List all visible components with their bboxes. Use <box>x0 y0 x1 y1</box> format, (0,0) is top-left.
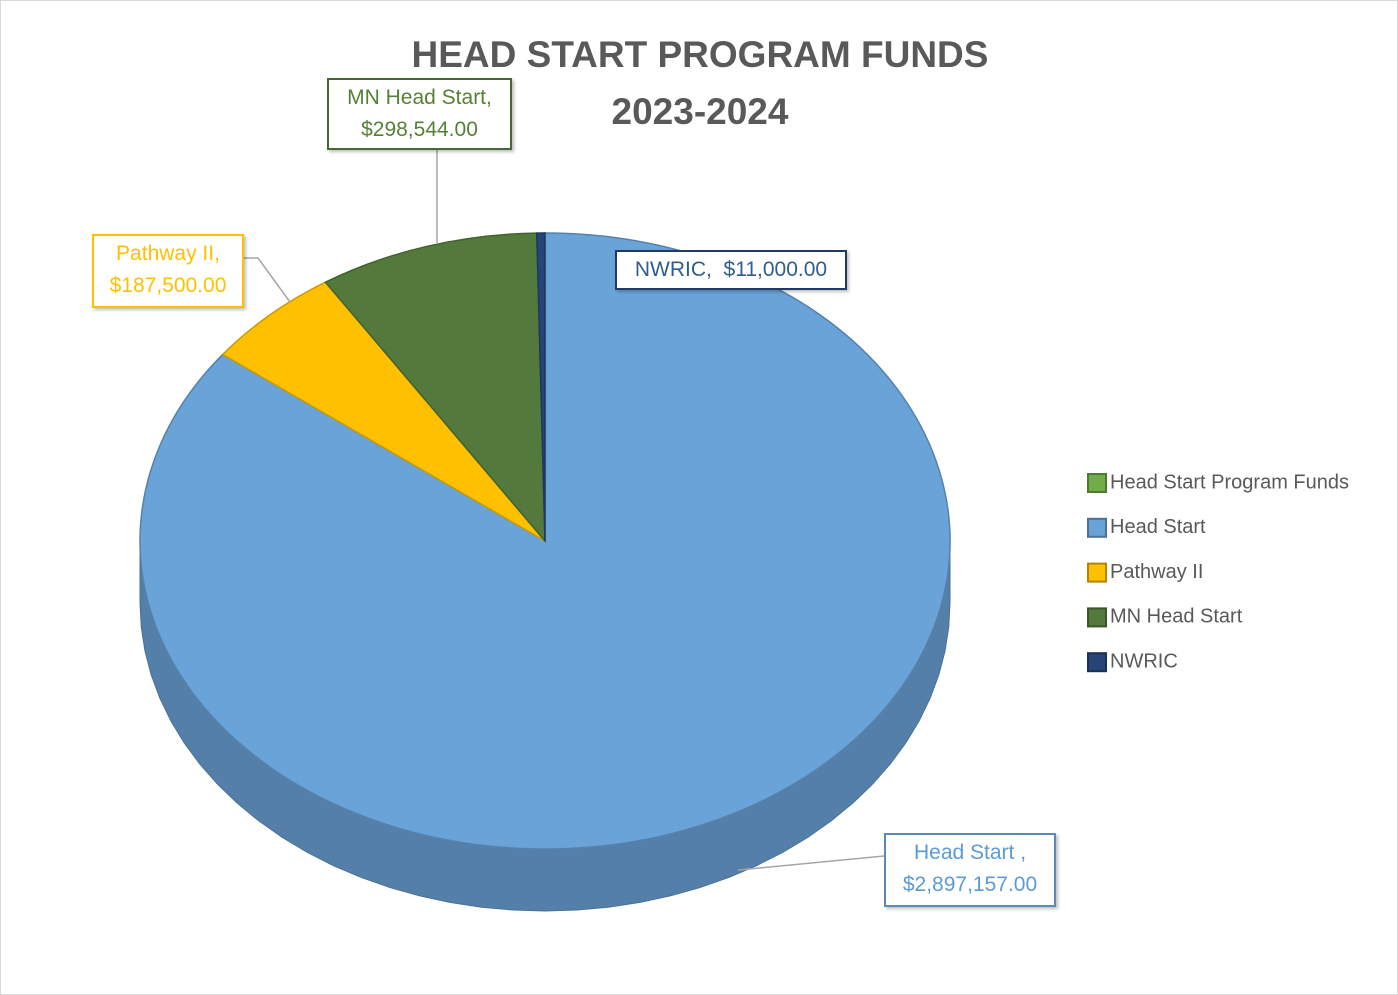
chart-title: HEAD START PROGRAM FUNDS <box>412 34 989 75</box>
legend-swatch <box>1087 473 1107 493</box>
legend-label: Head Start <box>1110 516 1206 538</box>
data-label: Head Start , $2,897,157.00 <box>884 833 1056 907</box>
legend-swatch <box>1087 607 1107 628</box>
leader-line <box>737 855 885 871</box>
data-label: MN Head Start, $298,544.00 <box>327 78 512 150</box>
pie-slice <box>221 281 546 542</box>
data-label: NWRIC, $11,000.00 <box>615 250 847 290</box>
legend-label: Pathway II <box>1110 561 1203 583</box>
legend-label: Head Start Program Funds <box>1110 471 1349 493</box>
legend-swatch <box>1087 517 1107 538</box>
pie-slice <box>324 232 546 544</box>
pie-slice <box>535 232 546 542</box>
chart-title: 2023-2024 <box>612 91 789 132</box>
legend-swatch <box>1087 562 1107 583</box>
data-label: Pathway II, $187,500.00 <box>92 234 244 308</box>
legend-swatch <box>1087 652 1107 673</box>
legend-label: NWRIC <box>1110 650 1178 672</box>
leader-line <box>244 257 291 303</box>
legend-label: MN Head Start <box>1110 606 1243 628</box>
